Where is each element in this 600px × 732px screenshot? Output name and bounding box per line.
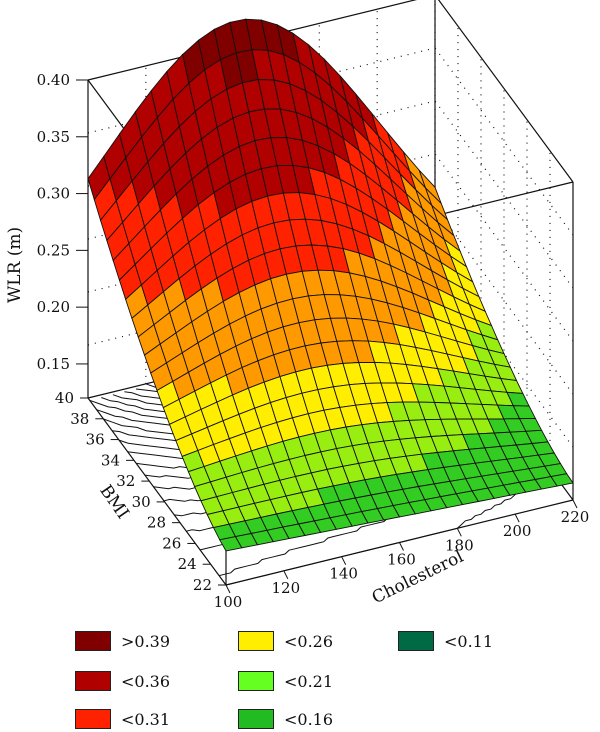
legend-label: >0.39 <box>121 631 171 651</box>
x-tick-label: 180 <box>445 536 474 554</box>
legend-label: <0.21 <box>284 671 334 691</box>
legend-label: <0.36 <box>121 671 171 691</box>
legend-label: <0.31 <box>121 709 171 729</box>
legend-swatch <box>238 631 274 651</box>
x-tick-mark <box>456 528 462 537</box>
legend-swatch <box>75 709 111 729</box>
floor-edge-left <box>87 397 227 586</box>
legend-label: <0.26 <box>284 631 334 651</box>
y-tick-label: 38 <box>70 410 89 428</box>
x-tick-label: 120 <box>272 579 301 597</box>
y-tick-label: 26 <box>162 534 181 552</box>
legend: >0.39 <0.36 <0.31 <0.26 <0.21 <0.16 <0.11 <box>0 620 600 732</box>
z-tick-label: 0.15 <box>37 355 70 373</box>
y-tick-label: 28 <box>147 514 166 532</box>
legend-swatch <box>238 709 274 729</box>
legend-swatch <box>75 631 111 651</box>
x-tick-mark <box>399 542 404 551</box>
z-tick-label: 0.35 <box>37 128 70 146</box>
legend-label: <0.11 <box>444 631 494 651</box>
x-tick-label: 200 <box>503 522 532 540</box>
y-tick-label: 34 <box>101 451 120 469</box>
surface-patch <box>550 473 574 487</box>
wlr-surface <box>87 18 574 552</box>
legend-swatch <box>238 671 274 691</box>
x-tick-label: 220 <box>561 508 590 526</box>
x-tick-label: 140 <box>329 565 358 583</box>
z-tick-label: 0.40 <box>37 71 70 89</box>
x-tick-mark <box>341 556 347 565</box>
legend-item: <0.21 <box>238 670 333 692</box>
legend-item: <0.11 <box>398 630 493 652</box>
legend-item: <0.26 <box>238 630 333 652</box>
y-tick-label: 24 <box>178 555 197 573</box>
y-tick-label: 40 <box>55 389 74 407</box>
x-tick-mark <box>572 499 578 509</box>
legend-item: <0.36 <box>75 670 170 692</box>
legend-label: <0.16 <box>284 709 334 729</box>
surface-plot: 0.15 0.20 0.25 0.30 0.35 0.40 22 24 26 28 30 32 34 36… <box>5 0 590 611</box>
legend-item: >0.39 <box>75 630 170 652</box>
z-tick-label: 0.25 <box>37 241 70 259</box>
x-tick-mark <box>514 513 520 523</box>
legend-item: <0.31 <box>75 708 170 730</box>
legend-swatch <box>398 631 434 651</box>
legend-swatch <box>75 671 111 691</box>
x-axis-title: Cholesterol <box>369 547 467 608</box>
z-axis-title: WLR (m) <box>5 227 25 303</box>
legend-item: <0.16 <box>238 708 333 730</box>
x-tick-label: 100 <box>214 593 243 611</box>
z-tick-label: 0.30 <box>37 185 70 203</box>
y-tick-label: 32 <box>116 472 135 490</box>
z-tick-label: 0.20 <box>37 298 70 316</box>
side-wall-grid-line <box>434 47 574 236</box>
axis-ticks: 0.15 0.20 0.25 0.30 0.35 0.40 22 24 26 28 30 32 34 36… <box>37 71 590 611</box>
y-tick-label: 36 <box>86 431 105 449</box>
x-tick-mark <box>283 570 289 580</box>
x-tick-mark <box>225 584 231 594</box>
top-edge-right <box>437 0 574 183</box>
y-tick-label: 22 <box>193 576 212 594</box>
y-tick-label: 30 <box>132 493 151 511</box>
x-tick-label: 160 <box>387 551 416 569</box>
